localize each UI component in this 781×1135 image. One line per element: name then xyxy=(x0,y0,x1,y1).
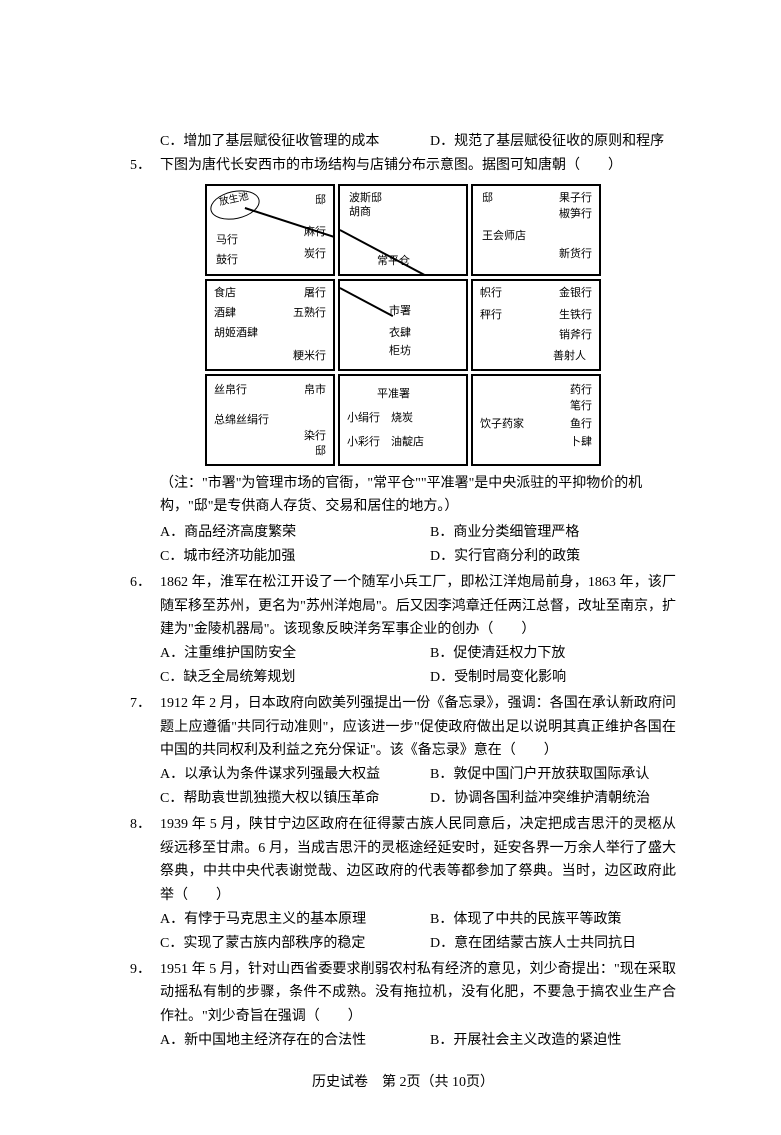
q9-text: 1951 年 5 月，针对山西省委要求削弱农村私有经济的意见，刘少奇提出："现在… xyxy=(160,958,676,1029)
q7-option-b: B．敦促中国门户开放获取国际承认 xyxy=(430,763,676,787)
q6-option-b: B．促使清廷权力下放 xyxy=(430,642,676,666)
cell-1: 放生池 邸 马行 麻行 鼓行 炭行 xyxy=(205,184,335,276)
q8-option-b: B．体现了中共的民族平等政策 xyxy=(430,908,676,932)
q6-option-a: A．注重维护国防安全 xyxy=(160,642,430,666)
q5-number: 5． xyxy=(130,154,160,178)
q8-option-d: D．意在团结蒙古族人士共同抗日 xyxy=(430,932,676,956)
q6-option-d: D．受制时局变化影响 xyxy=(430,666,676,690)
cell-3: 邸 果子行 椒笋行 王会师店 新货行 xyxy=(471,184,601,276)
q6-number: 6． xyxy=(130,571,160,642)
cell-6: 帜行 金银行 秤行 生铁行 销斧行 善射人 xyxy=(471,279,601,371)
cell-7: 丝帛行 帛市 总绵丝绢行 染行 邸 xyxy=(205,374,335,466)
q5-option-d: D．实行官商分利的政策 xyxy=(430,545,676,569)
q6-option-c: C．缺乏全局统筹规划 xyxy=(160,666,430,690)
question-9: 9． 1951 年 5 月，针对山西省委要求削弱农村私有经济的意见，刘少奇提出：… xyxy=(130,958,676,1053)
q4-options-cd: C．增加了基层赋役征收管理的成本 D．规范了基层赋役征收的原则和程序 xyxy=(130,130,676,154)
q7-option-a: A．以承认为条件谋求列强最大权益 xyxy=(160,763,430,787)
q7-number: 7． xyxy=(130,692,160,763)
q8-text: 1939 年 5 月，陕甘宁边区政府在征得蒙古族人民同意后，决定把成吉思汗的灵柩… xyxy=(160,813,676,908)
q8-number: 8． xyxy=(130,813,160,908)
cell-2: 波斯邸 胡商 常平仓 xyxy=(338,184,468,276)
q9-option-a: A．新中国地主经济存在的合法性 xyxy=(160,1029,430,1053)
page-footer: 历史试卷 第 2页（共 10页） xyxy=(130,1071,676,1095)
q5-note: （注："市署"为管理市场的官衙，"常平仓""平准署"是中央派驻的平抑物价的机构，… xyxy=(130,472,676,520)
question-8: 8． 1939 年 5 月，陕甘宁边区政府在征得蒙古族人民同意后，决定把成吉思汗… xyxy=(130,813,676,956)
q7-text: 1912 年 2 月，日本政府向欧美列强提出一份《备忘录》，强调：各国在承认新政… xyxy=(160,692,676,763)
q9-option-b: B．开展社会主义改造的紧迫性 xyxy=(430,1029,676,1053)
cell-4: 食店 屠行 酒肆 五熟行 胡姬酒肆 粳米行 xyxy=(205,279,335,371)
option-d: D．规范了基层赋役征收的原则和程序 xyxy=(430,130,676,154)
q5-option-c: C．城市经济功能加强 xyxy=(160,545,430,569)
q9-number: 9． xyxy=(130,958,160,1029)
option-c: C．增加了基层赋役征收管理的成本 xyxy=(160,130,430,154)
q5-text: 下图为唐代长安西市的市场结构与店铺分布示意图。据图可知唐朝（ ） xyxy=(160,154,676,178)
q8-option-c: C．实现了蒙古族内部秩序的稳定 xyxy=(160,932,430,956)
cell-8: 平准署 小绢行 烧炭 小彩行 油靛店 xyxy=(338,374,468,466)
q7-option-c: C．帮助袁世凯独揽大权以镇压革命 xyxy=(160,787,430,811)
q6-text: 1862 年，淮军在松江开设了一个随军小兵工厂，即松江洋炮局前身，1863 年，… xyxy=(160,571,676,642)
question-5: 5． 下图为唐代长安西市的市场结构与店铺分布示意图。据图可知唐朝（ ） 放生池 … xyxy=(130,154,676,569)
pond-label: 放生池 xyxy=(208,186,263,224)
cell-9: 药行 笔行 饮子药家 鱼行 卜肆 xyxy=(471,374,601,466)
q5-option-b: B．商业分类细管理严格 xyxy=(430,521,676,545)
q8-option-a: A．有悖于马克思主义的基本原理 xyxy=(160,908,430,932)
q7-option-d: D．协调各国利益冲突维护清朝统治 xyxy=(430,787,676,811)
question-7: 7． 1912 年 2 月，日本政府向欧美列强提出一份《备忘录》，强调：各国在承… xyxy=(130,692,676,811)
q5-option-a: A．商品经济高度繁荣 xyxy=(160,521,430,545)
question-6: 6． 1862 年，淮军在松江开设了一个随军小兵工厂，即松江洋炮局前身，1863… xyxy=(130,571,676,690)
cell-5: 市署 衣肆 柜坊 xyxy=(338,279,468,371)
market-diagram: 放生池 邸 马行 麻行 鼓行 炭行 波斯邸 胡商 常平仓 邸 xyxy=(130,184,676,466)
